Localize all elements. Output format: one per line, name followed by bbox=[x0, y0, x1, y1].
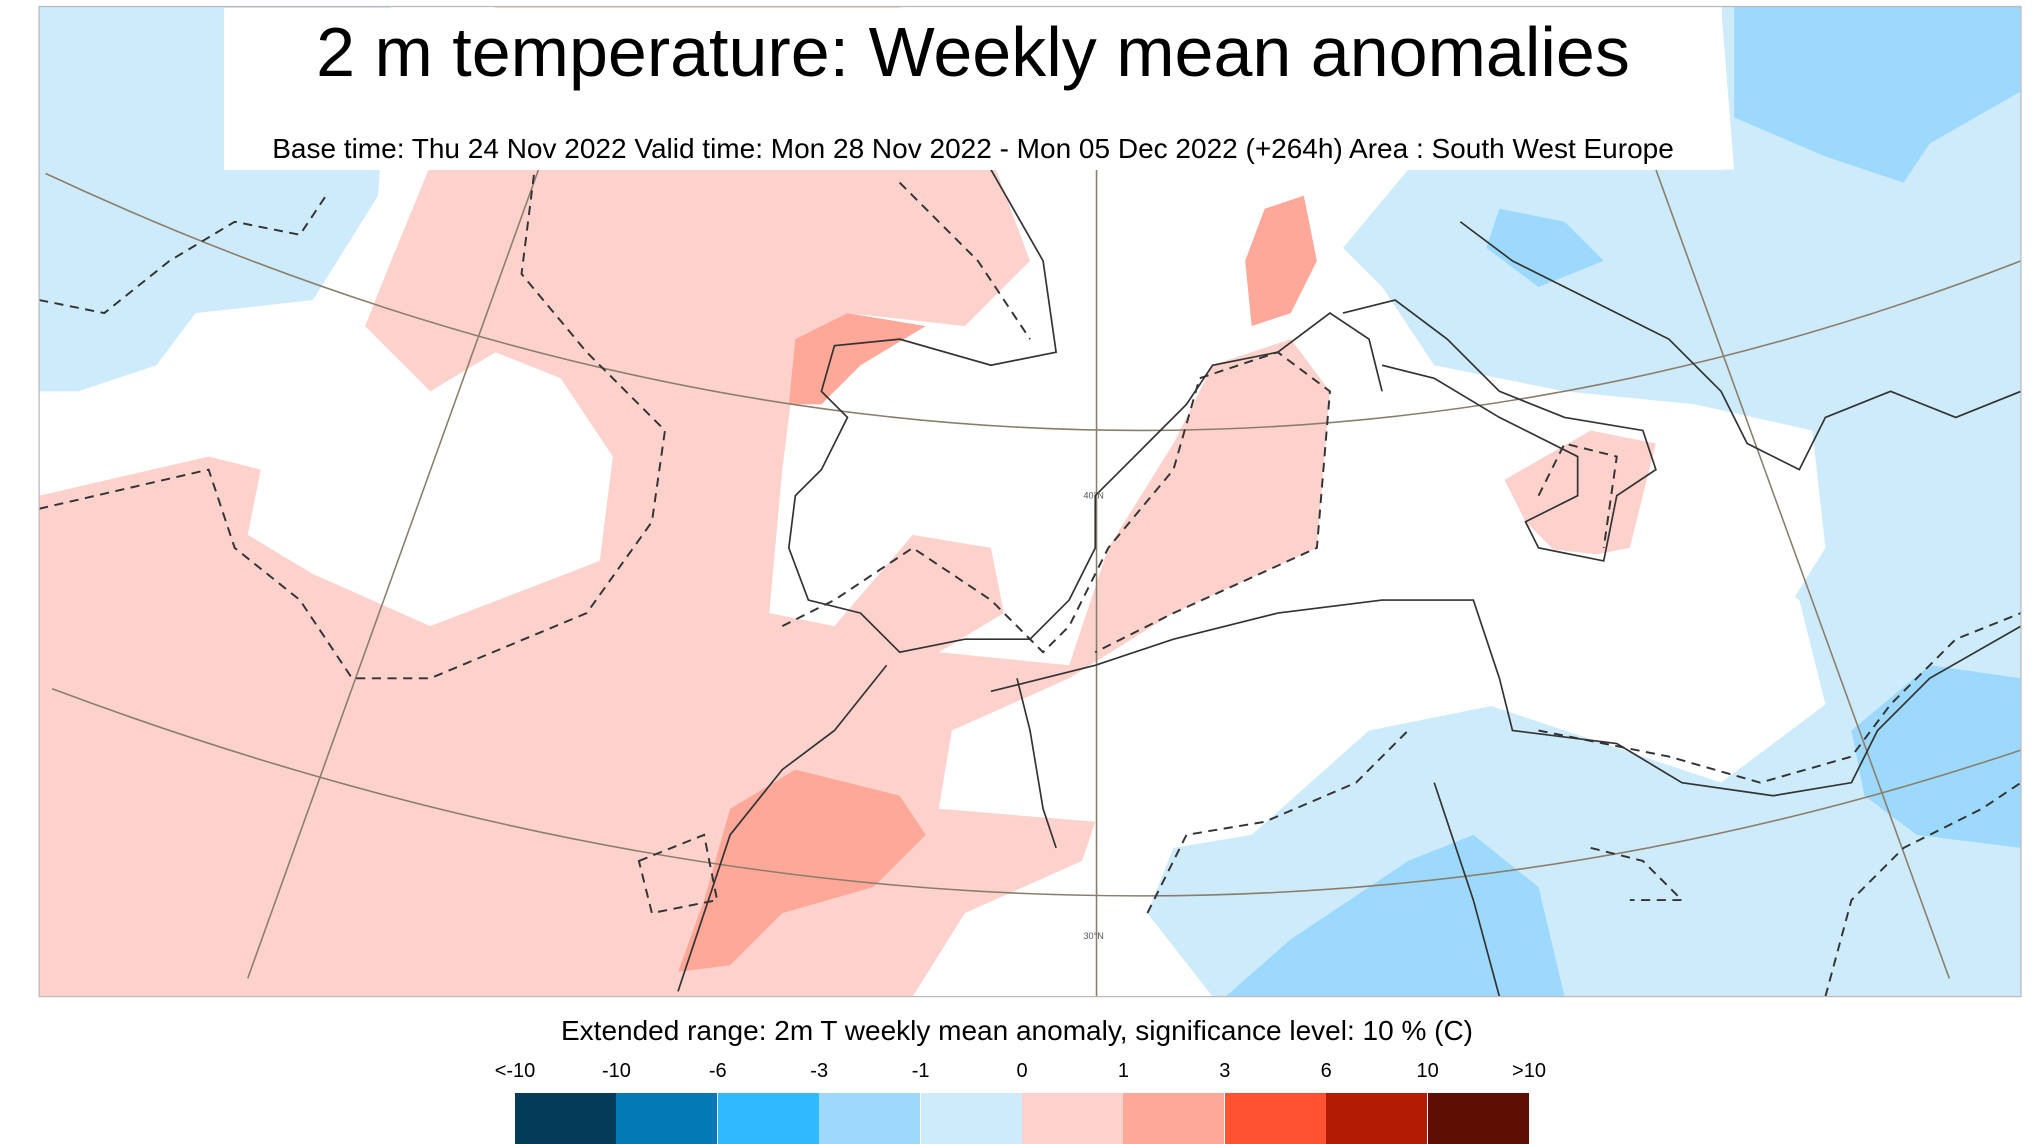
legend-tick-label: 0 bbox=[1016, 1060, 1028, 1082]
legend-color-swatch bbox=[1427, 1093, 1529, 1144]
legend-color-swatch bbox=[819, 1093, 921, 1144]
legend-caption: Extended range: 2m T weekly mean anomaly… bbox=[560, 1015, 1473, 1046]
legend-tick-label: 1 bbox=[1117, 1060, 1129, 1082]
title-box: 2 m temperature: Weekly mean anomalies B… bbox=[224, 8, 1722, 170]
legend-tick-label: 6 bbox=[1320, 1060, 1332, 1082]
anomaly-region-cold-east-strong bbox=[1734, 6, 2021, 183]
legend-color-swatch bbox=[1123, 1093, 1225, 1144]
lat-label-40n: 40°N bbox=[1083, 490, 1103, 500]
anomaly-region-warm-biscay bbox=[788, 313, 926, 405]
legend-tick-label: -3 bbox=[810, 1060, 829, 1082]
legend-tick-label: 3 bbox=[1219, 1060, 1231, 1082]
lat-label-30n: 30°N bbox=[1083, 931, 1103, 941]
legend-color-swatch bbox=[1224, 1093, 1326, 1144]
legend-tick-label: -10 bbox=[601, 1060, 631, 1082]
anomaly-region-cold-balkans bbox=[1486, 208, 1604, 287]
legend-tick-label: -6 bbox=[708, 1060, 727, 1082]
legend-color-swatch bbox=[1022, 1093, 1123, 1144]
legend-color-swatch bbox=[920, 1093, 1022, 1144]
legend-color-swatch bbox=[616, 1093, 718, 1144]
legend-color-swatch bbox=[515, 1093, 616, 1144]
anomaly-region-cold-libya bbox=[1851, 665, 2021, 848]
legend-tick-label: 10 bbox=[1416, 1060, 1439, 1082]
page-title: 2 m temperature: Weekly mean anomalies bbox=[316, 13, 1630, 91]
legend-color-swatch bbox=[1326, 1093, 1428, 1144]
legend-tick-label: >10 bbox=[1512, 1060, 1546, 1082]
legend-tick-label: <-10 bbox=[494, 1060, 536, 1082]
anomaly-region-warm-atlantic bbox=[39, 6, 1330, 997]
significance-contours bbox=[39, 169, 2021, 997]
anomaly-region-cold-east bbox=[1147, 6, 2021, 997]
anomaly-region-neutral-mediterranean bbox=[1303, 443, 1826, 783]
anomaly-region-warm-alps bbox=[1245, 195, 1317, 327]
anomaly-region-warm-morocco bbox=[678, 769, 926, 972]
graticule bbox=[45, 169, 2021, 997]
coastlines bbox=[677, 169, 2021, 997]
anomaly-region-cold-sahara bbox=[1225, 834, 1565, 997]
legend-tick-label: -1 bbox=[911, 1060, 930, 1082]
legend-color-swatch bbox=[717, 1093, 819, 1144]
map-frame bbox=[38, 5, 2022, 998]
page-subtitle: Base time: Thu 24 Nov 2022 Valid time: M… bbox=[272, 133, 1674, 164]
